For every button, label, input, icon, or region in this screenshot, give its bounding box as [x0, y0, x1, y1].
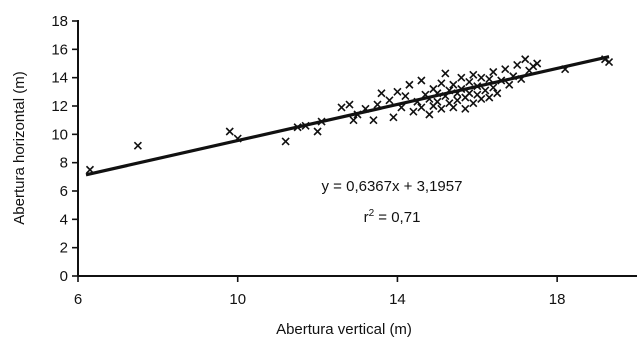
data-point — [481, 86, 490, 95]
data-point — [437, 79, 446, 88]
data-point — [513, 60, 522, 69]
y-tick-label: 2 — [60, 240, 68, 257]
data-point — [313, 127, 322, 136]
data-point — [461, 104, 470, 113]
data-point — [505, 80, 514, 89]
data-point — [417, 103, 426, 112]
y-tick-label: 10 — [51, 126, 68, 143]
data-point — [465, 89, 474, 98]
data-point — [405, 80, 414, 89]
data-point — [465, 77, 474, 86]
y-tick-label: 12 — [51, 98, 68, 115]
r2-exponent: 2 — [369, 208, 375, 219]
x-tick-label: 18 — [549, 291, 566, 308]
trendline — [85, 55, 610, 177]
data-point — [529, 62, 538, 71]
x-axis-title: Abertura vertical (m) — [276, 321, 412, 338]
data-point — [453, 96, 462, 105]
data-point — [457, 73, 466, 82]
data-point — [385, 96, 394, 105]
x-tick-label: 14 — [389, 291, 406, 308]
data-point — [345, 100, 354, 109]
y-tick-label: 4 — [60, 211, 68, 228]
data-point — [485, 93, 494, 102]
r2-prefix: r — [364, 209, 369, 226]
y-tick-label: 8 — [60, 155, 68, 172]
data-point — [281, 137, 290, 146]
x-tick-label: 10 — [229, 291, 246, 308]
data-point — [337, 103, 346, 112]
data-point — [533, 59, 542, 68]
y-tick-label: 18 — [51, 13, 68, 30]
data-point — [469, 70, 478, 79]
r2-label: r2 = 0,71 — [364, 208, 421, 226]
data-point — [469, 99, 478, 108]
data-point — [441, 69, 450, 78]
data-point — [437, 104, 446, 113]
data-point — [393, 87, 402, 96]
y-tick-label: 0 — [60, 268, 68, 285]
data-point — [389, 113, 398, 122]
data-point — [417, 76, 426, 85]
data-point — [369, 116, 378, 125]
data-point — [349, 116, 358, 125]
data-point — [477, 73, 486, 82]
data-point — [425, 110, 434, 119]
data-point — [449, 103, 458, 112]
trendline-group — [85, 55, 610, 177]
data-point — [225, 127, 234, 136]
y-tick-label: 16 — [51, 41, 68, 58]
data-point — [485, 75, 494, 84]
y-tick-label: 14 — [51, 70, 68, 87]
data-point — [493, 89, 502, 98]
x-tick-label: 6 — [74, 291, 82, 308]
x-tick-labels: 6 10 14 18 — [74, 291, 566, 308]
data-point — [401, 92, 410, 101]
data-point — [449, 80, 458, 89]
data-point — [477, 94, 486, 103]
y-tick-label: 6 — [60, 183, 68, 200]
axes — [72, 20, 637, 282]
data-point — [409, 107, 418, 116]
y-axis-title: Abertura horizontal (m) — [11, 71, 28, 224]
data-point — [133, 141, 142, 150]
data-point — [377, 89, 386, 98]
equation-label: y = 0,6367x + 3,1957 — [322, 178, 463, 195]
data-point — [489, 67, 498, 77]
data-point — [604, 58, 614, 67]
data-point — [501, 65, 510, 74]
data-point — [521, 55, 530, 64]
data-point — [489, 83, 498, 92]
y-tick-labels: 0 2 4 6 8 10 12 14 16 18 — [51, 13, 68, 285]
r2-value: = 0,71 — [374, 209, 420, 226]
data-point — [433, 97, 442, 106]
